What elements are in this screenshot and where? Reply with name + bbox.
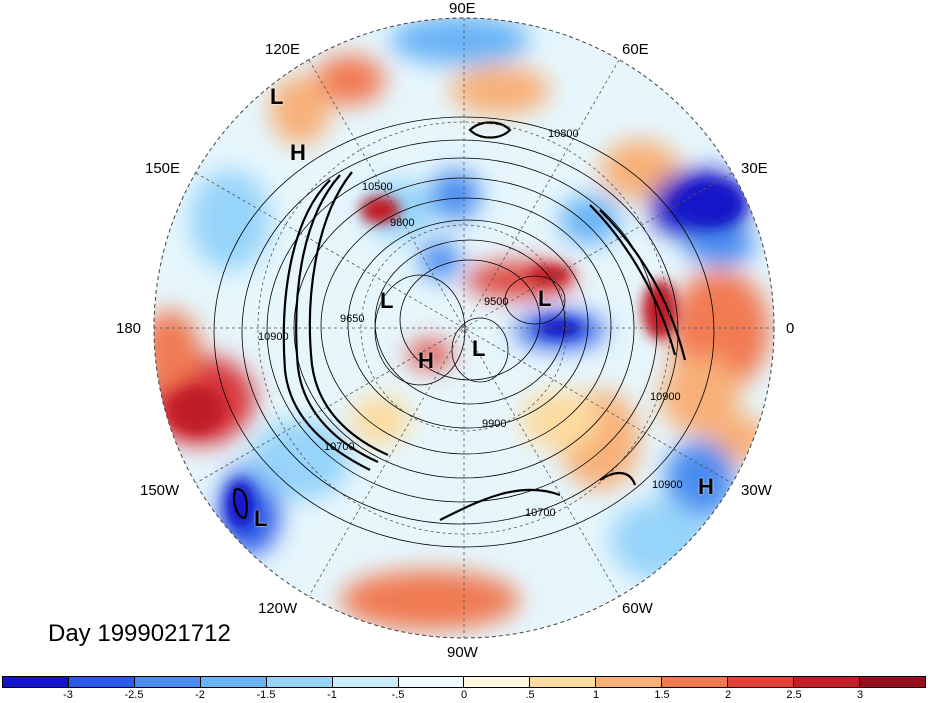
contour-labels: 10800 10500 9800 9500 9650 10900 10700 9… — [258, 128, 683, 519]
high-pressure-marker: H — [418, 348, 434, 373]
colorbar-tick-label: -3 — [63, 689, 73, 701]
colorbar-tick-label: 1 — [592, 689, 600, 701]
polar-map: 10800 10500 9800 9500 9650 10900 10700 9… — [153, 17, 775, 639]
lon-label-120e: 120E — [265, 41, 301, 58]
lon-label-60w: 60W — [622, 600, 653, 617]
lon-label-150w: 150W — [140, 482, 180, 499]
colorbar-tick-label: -2.5 — [124, 689, 144, 701]
colorbar — [2, 676, 926, 688]
lon-label-90w: 90W — [447, 644, 478, 661]
wind-contours — [233, 121, 687, 521]
colorbar-tick-label: -1 — [327, 689, 337, 701]
colorbar-swatch — [134, 677, 201, 687]
colorbar-ticks: -3 -2.5 -2 -1.5 -1 -.5 0 .5 1 1.5 2 2.5 3 — [0, 689, 928, 703]
lon-label-120w: 120W — [258, 600, 298, 617]
lon-label-90e: 90E — [449, 0, 476, 17]
map-boundary — [153, 17, 775, 639]
lon-label-180: 180 — [116, 320, 142, 337]
lat-lon-grid — [154, 18, 774, 638]
colorbar-swatch — [200, 677, 267, 687]
svg-text:9500: 9500 — [484, 296, 508, 308]
colorbar-swatch — [530, 677, 597, 687]
low-pressure-marker: L — [538, 286, 552, 311]
svg-text:10700: 10700 — [525, 507, 556, 519]
colorbar-swatch — [596, 677, 663, 687]
colorbar-swatch — [662, 677, 729, 687]
high-pressure-marker: H — [698, 474, 714, 499]
colorbar-tick-label: 2.5 — [786, 689, 802, 701]
svg-text:10900: 10900 — [652, 479, 683, 491]
colorbar-tick-label: -2 — [195, 689, 205, 701]
colorbar-swatch — [728, 677, 795, 687]
colorbar-tick-label: 2 — [724, 689, 732, 701]
colorbar-swatch — [68, 677, 135, 687]
svg-text:10800: 10800 — [548, 128, 579, 140]
svg-text:10900: 10900 — [258, 331, 289, 343]
lon-label-0: 0 — [786, 320, 795, 337]
colorbar-swatch — [794, 677, 860, 687]
colorbar-swatch — [266, 677, 333, 687]
low-pressure-marker: L — [270, 84, 284, 109]
high-pressure-marker: H — [290, 140, 306, 165]
colorbar-tick-label: -1.5 — [256, 689, 276, 701]
anomaly-field — [154, 18, 774, 638]
colorbar-tick-label: 1.5 — [654, 689, 670, 701]
svg-text:10900: 10900 — [650, 391, 681, 403]
lon-label-30w: 30W — [741, 482, 772, 499]
colorbar-swatch — [398, 677, 465, 687]
lon-label-30e: 30E — [741, 160, 768, 177]
colorbar-tick-label: -.5 — [391, 689, 405, 701]
colorbar-swatch — [464, 677, 531, 687]
svg-text:10700: 10700 — [324, 441, 355, 453]
lon-label-150e: 150E — [145, 160, 181, 177]
low-pressure-marker: L — [254, 506, 268, 531]
colorbar-tick-label: 3 — [856, 689, 864, 701]
svg-text:9650: 9650 — [340, 313, 364, 325]
low-pressure-marker: L — [472, 336, 486, 361]
colorbar-swatch — [859, 677, 925, 687]
colorbar-swatch — [3, 677, 69, 687]
lon-label-60e: 60E — [622, 41, 649, 58]
low-pressure-marker: L — [380, 288, 394, 313]
colorbar-tick-label: .5 — [525, 689, 535, 701]
svg-text:9900: 9900 — [482, 418, 506, 430]
colorbar-tick-label: 0 — [460, 689, 468, 701]
svg-text:10500: 10500 — [362, 181, 393, 193]
day-label: Day 1999021712 — [48, 620, 231, 647]
svg-text:9800: 9800 — [390, 217, 414, 229]
colorbar-swatch — [332, 677, 399, 687]
